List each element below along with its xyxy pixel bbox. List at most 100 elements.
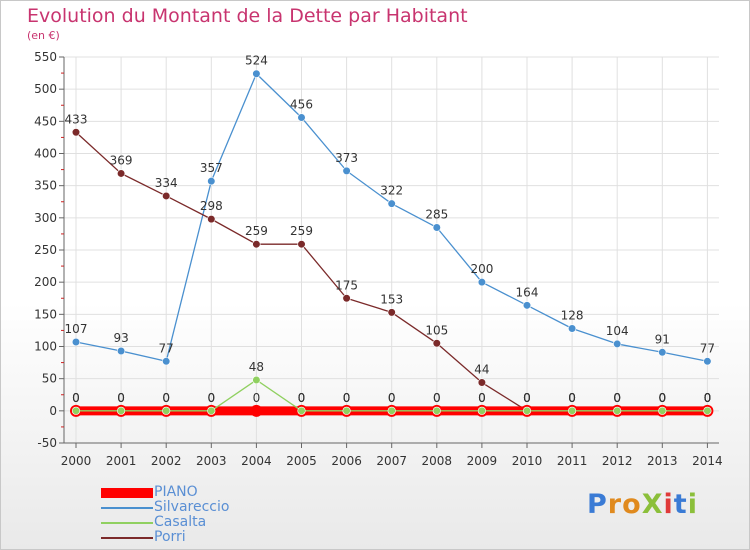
- data-point-porri: [252, 240, 261, 249]
- data-label-casalta: 0: [72, 391, 80, 405]
- data-point-porri: [387, 308, 396, 317]
- data-label-porri: 433: [65, 112, 88, 126]
- data-label-casalta: 0: [117, 391, 125, 405]
- data-point-porri: [342, 294, 351, 303]
- y-tick-label: 250: [34, 243, 57, 257]
- data-label-porri: 105: [425, 323, 448, 337]
- data-label-silvareccio: 285: [425, 207, 448, 221]
- data-point-silvareccio: [387, 199, 396, 208]
- data-label-silvareccio: 91: [655, 332, 670, 346]
- data-label-porri: 44: [474, 363, 489, 377]
- legend-swatch: [101, 522, 153, 524]
- data-point-porri: [71, 128, 81, 137]
- chart-subtitle: (en €): [27, 29, 60, 42]
- y-tick-label: 0: [49, 404, 57, 418]
- data-label-piano: 0: [478, 391, 486, 405]
- data-point-casalta: [522, 406, 532, 415]
- data-point-casalta: [71, 406, 81, 415]
- data-label-porri: 175: [335, 278, 358, 292]
- data-label-piano: 0: [433, 391, 441, 405]
- data-label-silvareccio: 104: [606, 324, 629, 338]
- data-point-silvareccio: [342, 166, 351, 175]
- legend-label: Silvareccio: [154, 499, 230, 515]
- data-point-silvareccio: [477, 278, 487, 287]
- data-label-silvareccio: 456: [290, 97, 313, 111]
- data-label-casalta: 0: [298, 391, 306, 405]
- data-point-porri: [432, 339, 441, 348]
- x-tick-label: 2012: [602, 454, 633, 468]
- data-label-porri: 298: [200, 199, 223, 213]
- legend-label: PIANO: [154, 484, 198, 500]
- data-label-porri: 0: [704, 391, 712, 405]
- data-label-silvareccio: 164: [516, 285, 539, 299]
- x-tick-label: 2010: [512, 454, 543, 468]
- data-point-silvareccio: [71, 337, 81, 347]
- data-point-porri: [297, 240, 306, 249]
- data-label-piano: 0: [117, 391, 125, 405]
- data-label-silvareccio: 373: [335, 151, 358, 165]
- data-label-casalta: 0: [433, 391, 441, 405]
- x-tick-label: 2008: [422, 454, 453, 468]
- data-label-silvareccio: 322: [380, 184, 403, 198]
- data-label-piano: 0: [568, 391, 576, 405]
- data-point-porri: [207, 215, 216, 224]
- data-label-piano: 0: [207, 391, 215, 405]
- data-point-silvareccio: [162, 357, 171, 366]
- x-tick-label: 2004: [241, 454, 272, 468]
- data-label-piano: 0: [613, 391, 621, 405]
- y-tick-label: 50: [42, 372, 57, 386]
- data-point-casalta: [252, 375, 261, 385]
- data-point-casalta: [477, 406, 487, 415]
- data-label-silvareccio: 524: [245, 54, 268, 68]
- data-label-casalta: 0: [343, 391, 351, 405]
- data-point-porri: [116, 169, 126, 178]
- data-label-casalta: 0: [658, 391, 666, 405]
- data-label-piano: 0: [343, 391, 351, 405]
- data-point-silvareccio: [207, 177, 216, 186]
- data-label-piano: 0: [388, 391, 396, 405]
- data-label-porri: 0: [613, 391, 621, 405]
- data-label-porri: 259: [290, 224, 313, 238]
- y-tick-label: 350: [34, 179, 57, 193]
- y-tick-label: 300: [34, 211, 57, 225]
- data-label-porri: 369: [110, 153, 133, 167]
- x-tick-label: 2007: [376, 454, 407, 468]
- data-point-silvareccio: [613, 339, 622, 349]
- data-point-silvareccio: [522, 301, 532, 310]
- data-point-porri: [477, 378, 487, 387]
- y-tick-label: 100: [34, 340, 57, 354]
- data-point-casalta: [387, 406, 396, 415]
- data-label-silvareccio: 93: [113, 331, 128, 345]
- data-label-silvareccio: 107: [65, 322, 88, 336]
- y-tick-label: 500: [34, 82, 57, 96]
- y-tick-label: 400: [34, 147, 57, 161]
- x-tick-label: 2001: [106, 454, 137, 468]
- legend-swatch: [101, 488, 153, 498]
- legend-swatch: [101, 507, 153, 509]
- data-point-silvareccio: [297, 113, 306, 122]
- data-point-porri: [162, 191, 171, 201]
- data-label-piano: 0: [162, 391, 170, 405]
- x-tick-label: 2006: [331, 454, 362, 468]
- data-label-silvareccio: 357: [200, 161, 223, 175]
- data-label-casalta: 0: [207, 391, 215, 405]
- data-label-porri: 0: [658, 391, 666, 405]
- data-label-piano: 0: [523, 391, 531, 405]
- x-tick-label: 2000: [61, 454, 92, 468]
- x-tick-label: 2013: [647, 454, 678, 468]
- data-point-casalta: [703, 406, 712, 415]
- proxiti-logo: ProXiti: [587, 489, 698, 520]
- data-point-silvareccio: [252, 69, 261, 78]
- legend-label: Porri: [154, 529, 186, 545]
- x-tick-label: 2011: [557, 454, 588, 468]
- data-point-silvareccio: [658, 348, 667, 357]
- data-label-casalta: 48: [249, 360, 264, 374]
- data-point-silvareccio: [703, 357, 712, 366]
- data-point-casalta: [116, 406, 126, 415]
- data-point-silvareccio: [432, 223, 441, 232]
- data-label-porri: 0: [523, 391, 531, 405]
- data-label-casalta: 0: [478, 391, 486, 405]
- data-label-casalta: 0: [162, 391, 170, 405]
- x-tick-label: 2005: [286, 454, 317, 468]
